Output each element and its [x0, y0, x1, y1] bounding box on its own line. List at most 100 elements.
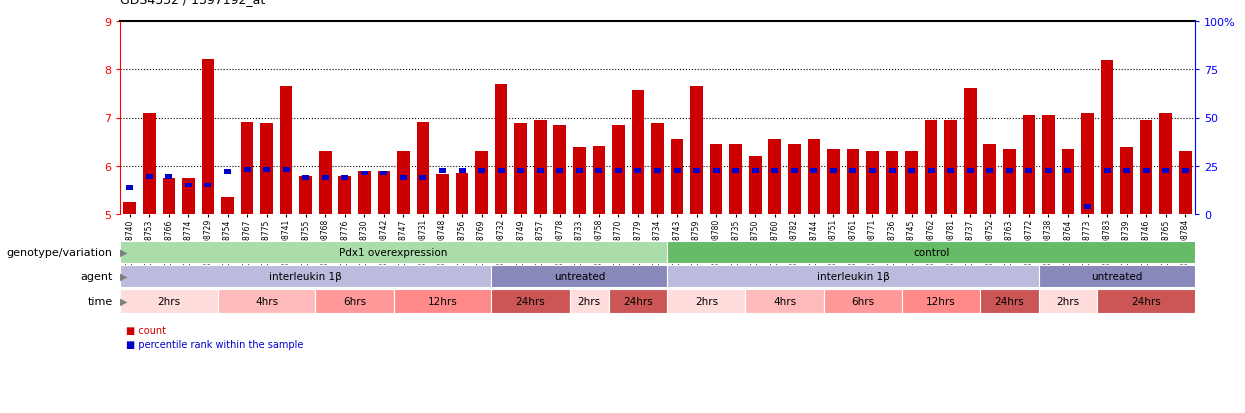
Bar — [361, 171, 367, 176]
Bar — [573, 148, 585, 214]
Text: ▶: ▶ — [120, 271, 127, 281]
Bar — [947, 169, 954, 173]
Bar — [182, 178, 194, 214]
Bar — [928, 169, 935, 173]
Text: 2hrs: 2hrs — [695, 296, 718, 306]
Bar — [557, 169, 563, 173]
Bar — [984, 145, 996, 214]
Bar — [126, 185, 133, 190]
Bar — [667, 266, 1038, 287]
Bar — [869, 169, 876, 173]
Bar — [123, 202, 136, 214]
Bar — [752, 169, 758, 173]
Bar — [671, 140, 684, 214]
Bar — [299, 177, 312, 214]
Bar — [498, 169, 504, 173]
Bar — [847, 150, 859, 214]
Bar — [514, 124, 527, 214]
Bar — [120, 266, 492, 287]
Bar — [1064, 169, 1072, 173]
Bar — [420, 176, 427, 181]
Text: 24hrs: 24hrs — [1132, 296, 1162, 306]
Text: ▶: ▶ — [120, 296, 127, 306]
Bar — [827, 150, 840, 214]
Bar — [944, 121, 957, 214]
Bar — [810, 169, 818, 173]
Bar — [824, 289, 901, 313]
Bar — [651, 124, 664, 214]
Text: 2hrs: 2hrs — [1057, 296, 1079, 306]
Bar — [1143, 169, 1149, 173]
Bar — [730, 145, 742, 214]
Bar — [554, 126, 566, 214]
Text: interleukin 1β: interleukin 1β — [269, 271, 342, 281]
Bar — [240, 123, 254, 214]
Bar — [788, 145, 801, 214]
Bar — [377, 171, 390, 214]
Bar — [885, 152, 899, 214]
Bar — [1038, 266, 1195, 287]
Bar — [693, 169, 700, 173]
Bar — [146, 175, 153, 179]
Bar — [517, 169, 524, 173]
Bar — [966, 169, 974, 173]
Bar — [263, 167, 270, 172]
Bar — [218, 289, 315, 313]
Bar — [576, 169, 583, 173]
Bar — [615, 169, 622, 173]
Bar — [710, 145, 722, 214]
Bar — [905, 152, 918, 214]
Bar — [1139, 121, 1153, 214]
Bar — [400, 176, 407, 181]
Bar — [319, 152, 331, 214]
Bar — [749, 157, 762, 214]
Bar — [534, 121, 547, 214]
Bar — [1123, 169, 1130, 173]
Text: 6hrs: 6hrs — [342, 296, 366, 306]
Text: control: control — [913, 247, 950, 257]
Bar — [280, 87, 293, 214]
Bar — [244, 167, 250, 172]
Bar — [537, 169, 544, 173]
Text: 2hrs: 2hrs — [578, 296, 600, 306]
Bar — [260, 124, 273, 214]
Bar — [1097, 289, 1195, 313]
Bar — [315, 289, 393, 313]
Bar — [397, 152, 410, 214]
Bar — [478, 169, 486, 173]
Bar — [283, 167, 290, 172]
Bar — [120, 289, 218, 313]
Bar — [595, 169, 603, 173]
Bar — [980, 289, 1038, 313]
Bar — [732, 169, 740, 173]
Text: agent: agent — [80, 271, 112, 281]
Bar — [341, 176, 349, 181]
Bar — [1003, 150, 1016, 214]
Bar — [417, 123, 430, 214]
Bar — [476, 152, 488, 214]
Bar — [359, 171, 371, 214]
Bar — [1045, 169, 1052, 173]
Bar — [768, 140, 781, 214]
Bar — [635, 169, 641, 173]
Bar — [222, 198, 234, 214]
Text: 24hrs: 24hrs — [622, 296, 652, 306]
Bar — [674, 169, 681, 173]
Bar — [1081, 114, 1094, 214]
Bar — [456, 173, 468, 214]
Text: untreated: untreated — [1091, 271, 1143, 281]
Text: 24hrs: 24hrs — [515, 296, 545, 306]
Bar — [321, 176, 329, 181]
Bar — [1179, 152, 1191, 214]
Bar — [986, 169, 994, 173]
Bar — [1042, 116, 1055, 214]
Text: ■ percentile rank within the sample: ■ percentile rank within the sample — [126, 339, 304, 349]
Bar — [667, 242, 1195, 263]
Bar — [889, 169, 895, 173]
Bar — [393, 289, 492, 313]
Bar — [791, 169, 798, 173]
Bar — [901, 289, 980, 313]
Text: 24hrs: 24hrs — [995, 296, 1025, 306]
Bar — [1162, 169, 1169, 173]
Text: ■ count: ■ count — [126, 325, 167, 335]
